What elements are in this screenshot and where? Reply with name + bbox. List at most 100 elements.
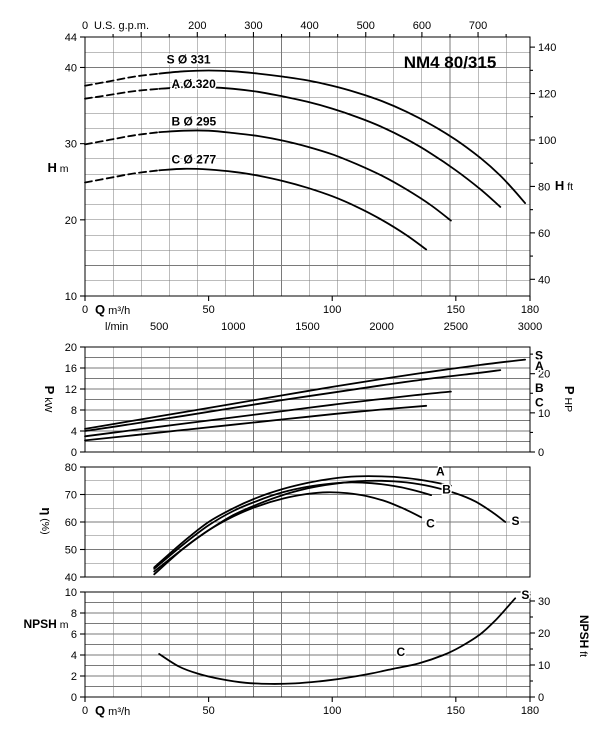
q-tick-label: 180 <box>521 304 539 316</box>
gpm-tick-label: 700 <box>469 20 487 32</box>
y2-tick-label: 60 <box>538 228 550 240</box>
curve-label-B: B <box>442 483 451 497</box>
y2-tick-label: 20 <box>538 628 550 640</box>
curve-label-A: A <box>436 465 445 479</box>
lmin-tick-label: 500 <box>150 321 168 333</box>
curve-S <box>84 358 526 430</box>
curve-label-S: S <box>511 514 519 528</box>
curve-B <box>84 390 452 438</box>
axis-name-power-y: P kW <box>42 386 57 413</box>
curve-label-NPSH: C <box>397 645 406 659</box>
lmin-tick-label: 1500 <box>295 321 319 333</box>
curve-label-C: C <box>535 395 544 409</box>
panel-npsh: 0 2 4 6 8 10 0 10 20 30 C S <box>65 586 551 704</box>
q-tick-label: 150 <box>447 304 465 316</box>
axes: 0 4 8 12 16 20 0 10 20 <box>65 342 551 459</box>
y2-tick-label: 0 <box>538 447 544 459</box>
y2-tick-label: 140 <box>538 42 556 54</box>
gpm-tick-label: 200 <box>188 20 206 32</box>
gpm-tick-label: 600 <box>413 20 431 32</box>
curve-A-dashed <box>84 87 161 100</box>
axis-name-efficiency-y: η (%) <box>39 507 54 534</box>
y2-tick-label: 120 <box>538 89 556 101</box>
curve-C <box>153 491 423 573</box>
plot-frame <box>84 346 531 453</box>
axis-name-npsh-y: NPSH m <box>23 617 68 631</box>
panel-head: 10 20 30 40 44 40 60 80 100 120 140 S Ø 331 A Ø 320 B… <box>65 32 557 303</box>
curve-label-C: C Ø 277 <box>172 152 217 166</box>
y-tick-label: 8 <box>71 608 77 620</box>
axis-name-npsh-y2: NPSH ft <box>577 615 591 657</box>
lmin-axis-name: l/min <box>105 321 128 333</box>
y-tick-label: 50 <box>65 545 77 557</box>
panel-efficiency: 40 50 60 70 80 S AB C <box>65 462 531 584</box>
q-tick-label: 180 <box>521 705 539 717</box>
y-tick-label: 12 <box>65 384 77 396</box>
y-tick-label: 20 <box>65 342 77 354</box>
q-axis: 0 50 100 150 180 Q m³/h l/min 500 1000 1500 2000 25… <box>82 296 542 333</box>
q-tick-label: 0 <box>82 304 88 316</box>
curves <box>158 597 517 685</box>
q-axis: 0 50 100 150 180 Q m³/h <box>82 697 539 718</box>
curves <box>84 358 526 442</box>
grid <box>85 347 530 452</box>
curve-S-dashed <box>84 72 161 87</box>
y-tick-label: 10 <box>65 587 77 599</box>
q-axis-name: Q m³/h <box>95 703 130 718</box>
y-tick-label: 40 <box>65 62 77 74</box>
y-tick-label: 4 <box>71 650 77 662</box>
axes: 0 2 4 6 8 10 0 10 20 30 <box>65 587 551 704</box>
curve-C <box>84 404 428 442</box>
lmin-tick-label: 1000 <box>221 321 245 333</box>
y-tick-label: 40 <box>65 572 77 584</box>
curve-label-A: A <box>535 359 544 373</box>
curve-label-B: B <box>535 381 544 395</box>
y2-tick-label: 30 <box>538 596 550 608</box>
q-tick-label: 50 <box>202 304 214 316</box>
gpm-unit-label: U.S. g.p.m. <box>94 20 149 32</box>
gpm-zero-label: 0 <box>82 20 88 32</box>
axis-name-head-y2: H ft <box>555 178 573 193</box>
q-axis-name: Q m³/h <box>95 302 130 317</box>
q-tick-label: 150 <box>447 705 465 717</box>
q-tick-label: 0 <box>82 705 88 717</box>
curve-C <box>158 167 428 251</box>
y-tick-label: 44 <box>65 32 77 44</box>
lmin-tick-label: 2000 <box>369 321 393 333</box>
axes: 40 50 60 70 80 <box>65 462 85 584</box>
y-tick-label: 16 <box>65 363 77 375</box>
y-tick-label: 2 <box>71 671 77 683</box>
y-tick-label: 8 <box>71 405 77 417</box>
curve-B <box>158 129 452 222</box>
y-tick-label: 60 <box>65 517 77 529</box>
q-tick-label: 100 <box>323 705 341 717</box>
y2-tick-label: 10 <box>538 660 550 672</box>
gpm-axis: 0 U.S. g.p.m. 200 300 400 500 600 700 <box>82 20 507 37</box>
curve-A <box>153 475 452 569</box>
y-tick-label: 4 <box>71 426 77 438</box>
lmin-tick-label: 3000 <box>518 321 542 333</box>
y2-tick-label: 20 <box>538 369 550 381</box>
y2-tick-label: 40 <box>538 274 550 286</box>
curve-label-NPSH: S <box>521 588 529 602</box>
y-tick-label: 30 <box>65 139 77 151</box>
axis-name-head-y: H m <box>47 160 68 175</box>
lmin-tick-label: 2500 <box>444 321 468 333</box>
curve-label-C: C <box>426 517 435 531</box>
y2-tick-label: 0 <box>538 692 544 704</box>
gpm-tick-label: 300 <box>244 20 262 32</box>
y-tick-label: 6 <box>71 629 77 641</box>
q-tick-label: 100 <box>323 304 341 316</box>
curve-B <box>153 481 432 570</box>
y2-tick-label: 10 <box>538 408 550 420</box>
gpm-tick-label: 400 <box>300 20 318 32</box>
chart-title: NM4 80/315 <box>403 53 497 72</box>
curve-label-S: S <box>535 349 543 363</box>
gpm-tick-label: 500 <box>357 20 375 32</box>
y-tick-label: 0 <box>71 447 77 459</box>
plot-frame <box>84 36 531 297</box>
axis-name-power-y2: P HP <box>562 386 577 412</box>
y2-tick-label: 100 <box>538 135 556 147</box>
curve-NPSH <box>158 597 517 685</box>
